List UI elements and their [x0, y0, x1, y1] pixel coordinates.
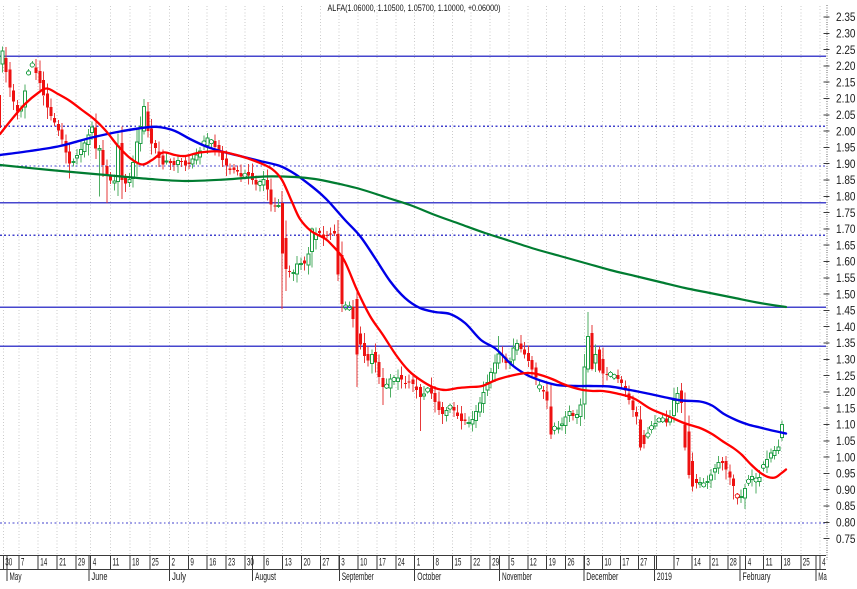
svg-text:1.55: 1.55 — [836, 271, 856, 285]
svg-text:8: 8 — [436, 557, 440, 569]
svg-text:Ma: Ma — [818, 571, 827, 583]
svg-text:1.05: 1.05 — [836, 434, 856, 448]
svg-text:1.90: 1.90 — [836, 157, 856, 171]
svg-text:0.75: 0.75 — [836, 532, 856, 546]
svg-text:2.10: 2.10 — [836, 92, 856, 106]
svg-text:1.35: 1.35 — [836, 336, 856, 350]
svg-text:7: 7 — [21, 557, 25, 569]
svg-text:1.75: 1.75 — [836, 206, 856, 220]
svg-text:1.45: 1.45 — [836, 304, 856, 318]
svg-text:1.25: 1.25 — [836, 369, 856, 383]
svg-text:17: 17 — [379, 557, 386, 569]
svg-text:24: 24 — [398, 557, 405, 569]
svg-text:1.85: 1.85 — [836, 173, 856, 187]
svg-text:11: 11 — [112, 557, 119, 569]
svg-text:2019: 2019 — [657, 571, 672, 583]
svg-text:1: 1 — [417, 557, 421, 569]
svg-text:0.85: 0.85 — [836, 499, 856, 513]
svg-text:1.80: 1.80 — [836, 190, 856, 204]
svg-text:4: 4 — [93, 557, 97, 569]
svg-text:1.15: 1.15 — [836, 401, 856, 415]
svg-text:28: 28 — [730, 557, 737, 569]
svg-text:0.95: 0.95 — [836, 467, 856, 481]
svg-text:11: 11 — [766, 557, 773, 569]
svg-text:0.90: 0.90 — [836, 483, 856, 497]
svg-text:14: 14 — [694, 557, 701, 569]
svg-text:30: 30 — [247, 557, 254, 569]
svg-text:0.80: 0.80 — [836, 516, 856, 530]
svg-text:12: 12 — [530, 557, 537, 569]
svg-text:15: 15 — [454, 557, 461, 569]
svg-text:1.50: 1.50 — [836, 287, 856, 301]
svg-text:1.70: 1.70 — [836, 222, 856, 236]
svg-text:26: 26 — [568, 557, 575, 569]
svg-text:July: July — [172, 571, 186, 583]
svg-text:1.65: 1.65 — [836, 238, 856, 252]
svg-text:17: 17 — [622, 557, 629, 569]
svg-text:10: 10 — [360, 557, 367, 569]
svg-text:1.40: 1.40 — [836, 320, 856, 334]
svg-text:29: 29 — [492, 557, 499, 569]
svg-text:2.30: 2.30 — [836, 27, 856, 41]
svg-text:5: 5 — [511, 557, 515, 569]
svg-text:September: September — [342, 571, 374, 583]
svg-text:16: 16 — [209, 557, 216, 569]
svg-text:19: 19 — [549, 557, 556, 569]
svg-text:25: 25 — [152, 557, 159, 569]
svg-text:6: 6 — [266, 557, 270, 569]
svg-text:August: August — [255, 571, 276, 583]
svg-text:2.05: 2.05 — [836, 108, 856, 122]
svg-text:3: 3 — [586, 557, 590, 569]
svg-text:23: 23 — [228, 557, 235, 569]
svg-text:1.60: 1.60 — [836, 255, 856, 269]
svg-text:14: 14 — [40, 557, 47, 569]
svg-text:27: 27 — [322, 557, 329, 569]
svg-text:7: 7 — [676, 557, 680, 569]
svg-text:2.20: 2.20 — [836, 59, 856, 73]
svg-text:10: 10 — [604, 557, 611, 569]
svg-text:9: 9 — [190, 557, 194, 569]
svg-text:13: 13 — [285, 557, 292, 569]
svg-text:1.20: 1.20 — [836, 385, 856, 399]
svg-text:18: 18 — [784, 557, 791, 569]
svg-text:1.95: 1.95 — [836, 141, 856, 155]
svg-text:June: June — [92, 571, 108, 583]
svg-text:February: February — [743, 571, 771, 583]
svg-text:November: November — [502, 571, 532, 583]
svg-text:December: December — [586, 571, 618, 583]
svg-text:4: 4 — [748, 557, 752, 569]
svg-text:29: 29 — [78, 557, 85, 569]
svg-text:4: 4 — [822, 557, 826, 569]
svg-text:2.15: 2.15 — [836, 75, 856, 89]
svg-text:18: 18 — [132, 557, 139, 569]
svg-text:2.00: 2.00 — [836, 124, 856, 138]
svg-text:2.25: 2.25 — [836, 43, 856, 57]
svg-text:2: 2 — [172, 557, 176, 569]
svg-text:ALFA(1.06000, 1.10500, 1.05700: ALFA(1.06000, 1.10500, 1.05700, 1.10000,… — [328, 3, 501, 13]
svg-text:October: October — [417, 571, 441, 583]
svg-text:1.30: 1.30 — [836, 353, 856, 367]
svg-text:May: May — [10, 571, 22, 583]
svg-text:3: 3 — [341, 557, 345, 569]
svg-text:1.00: 1.00 — [836, 450, 856, 464]
svg-text:22: 22 — [473, 557, 480, 569]
svg-text:21: 21 — [59, 557, 66, 569]
svg-text:1.10: 1.10 — [836, 418, 856, 432]
svg-text:25: 25 — [803, 557, 810, 569]
svg-text:27: 27 — [640, 557, 647, 569]
svg-text:21: 21 — [712, 557, 719, 569]
svg-text:30: 30 — [5, 557, 12, 569]
svg-text:20: 20 — [304, 557, 311, 569]
svg-text:2.35: 2.35 — [836, 10, 856, 24]
